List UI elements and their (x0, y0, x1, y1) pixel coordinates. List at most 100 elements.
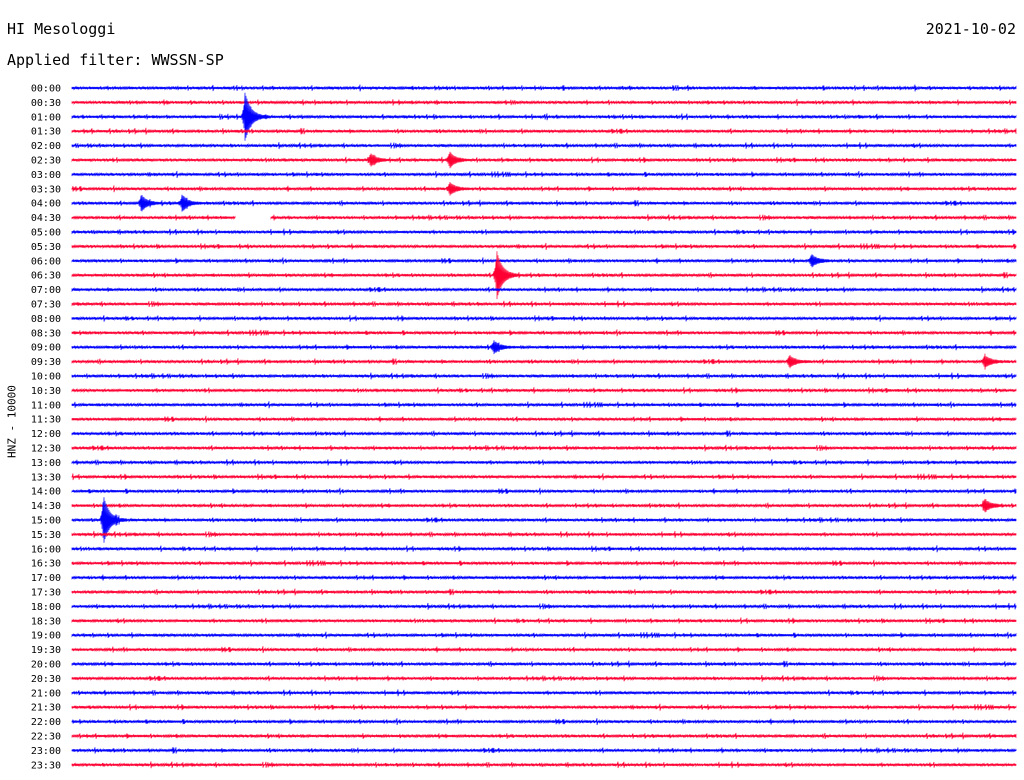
row-time-label: 05:30 (31, 242, 61, 253)
row-time-label: 08:00 (31, 314, 61, 325)
trace-line (71, 300, 1017, 308)
trace-line (71, 228, 1017, 236)
row-time-label: 02:30 (31, 156, 61, 167)
row-time-label: 10:30 (31, 386, 61, 397)
row-time-label: 18:00 (31, 602, 61, 613)
trace-line (71, 747, 1017, 754)
row-time-label: 20:30 (31, 674, 61, 685)
trace-line (71, 732, 1017, 740)
row-time-label: 05:00 (31, 228, 61, 239)
row-time-label: 12:30 (31, 444, 61, 455)
row-time-label: 22:30 (31, 732, 61, 743)
trace-line (71, 286, 1017, 294)
trace-line (71, 127, 1017, 135)
trace-line (71, 703, 1017, 711)
trace-line (71, 98, 1017, 106)
trace-line (71, 458, 1017, 466)
trace-line (71, 415, 1017, 423)
row-time-label: 19:30 (31, 645, 61, 656)
row-time-label: 23:30 (31, 760, 61, 771)
date-label: 2021-10-02 (925, 20, 1016, 38)
trace-line (71, 602, 1017, 610)
trace-line (71, 84, 1017, 92)
trace-line (71, 151, 1017, 169)
trace-line (71, 430, 1017, 438)
row-time-label: 09:30 (31, 357, 61, 368)
trace-line (71, 181, 1017, 196)
trace-line (71, 401, 1017, 409)
row-time-label: 16:30 (31, 559, 61, 570)
row-time-label: 09:00 (31, 343, 61, 354)
trace-line (71, 631, 1017, 639)
trace-line (71, 242, 1017, 250)
trace-line (71, 473, 1017, 481)
row-time-label: 15:00 (31, 516, 61, 527)
trace-line (71, 372, 1017, 380)
row-time-label: 13:00 (31, 458, 61, 469)
trace-line (71, 92, 1017, 141)
row-time-label: 00:00 (31, 84, 61, 95)
trace-line (71, 254, 1017, 268)
row-time-label: 02:00 (31, 141, 61, 152)
trace-line (71, 353, 1017, 370)
row-time-label: 04:00 (31, 199, 61, 210)
row-time-label: 04:30 (31, 213, 61, 224)
trace-line (71, 761, 1017, 769)
row-time-label: 21:30 (31, 703, 61, 714)
trace-line (71, 487, 1017, 495)
row-time-label: 17:30 (31, 588, 61, 599)
row-time-label: 06:30 (31, 271, 61, 282)
trace-line (71, 329, 1017, 337)
row-time-label: 18:30 (31, 616, 61, 627)
row-time-label: 03:00 (31, 170, 61, 181)
trace-line (71, 674, 1017, 682)
trace-line (71, 387, 1017, 394)
trace-line (71, 588, 1017, 596)
row-time-label: 11:30 (31, 415, 61, 426)
trace-line (71, 689, 1017, 697)
trace-line (71, 214, 1017, 222)
trace-line (71, 142, 1017, 150)
trace-line (71, 194, 1017, 212)
trace-line (71, 530, 1017, 538)
row-time-label: 16:00 (31, 544, 61, 555)
trace-line (71, 646, 1017, 654)
trace-line (71, 444, 1017, 452)
row-time-label: 15:30 (31, 530, 61, 541)
row-time-label: 10:00 (31, 372, 61, 383)
trace-line (71, 559, 1017, 567)
trace-line (71, 170, 1017, 178)
row-time-label: 01:30 (31, 127, 61, 138)
row-time-label: 08:30 (31, 328, 61, 339)
trace-line (71, 498, 1017, 513)
station-title: HI Mesologgi (7, 20, 116, 38)
trace-line (71, 497, 1017, 543)
trace-line (71, 660, 1017, 668)
row-time-label: 20:00 (31, 660, 61, 671)
trace-line (71, 574, 1017, 581)
trace-line (71, 545, 1017, 553)
trace-line (71, 617, 1017, 625)
row-time-label: 06:00 (31, 256, 61, 267)
row-time-label: 07:30 (31, 300, 61, 311)
trace-line (71, 251, 1017, 300)
row-time-label: 01:00 (31, 112, 61, 123)
row-time-label: 11:00 (31, 400, 61, 411)
row-time-label: 14:00 (31, 487, 61, 498)
row-time-label: 14:30 (31, 501, 61, 512)
row-time-label: 07:00 (31, 285, 61, 296)
trace-line (71, 340, 1017, 355)
row-time-label: 03:30 (31, 184, 61, 195)
row-time-label: 12:00 (31, 429, 61, 440)
row-time-label: 23:00 (31, 746, 61, 757)
row-time-label: 17:00 (31, 573, 61, 584)
trace-line (71, 718, 1017, 726)
row-time-label: 19:00 (31, 631, 61, 642)
trace-line (71, 314, 1017, 322)
row-time-label: 22:00 (31, 717, 61, 728)
filter-label: Applied filter: WWSSN-SP (7, 51, 224, 69)
row-time-label: 21:00 (31, 688, 61, 699)
row-time-label: 00:30 (31, 98, 61, 109)
row-time-label: 13:30 (31, 472, 61, 483)
